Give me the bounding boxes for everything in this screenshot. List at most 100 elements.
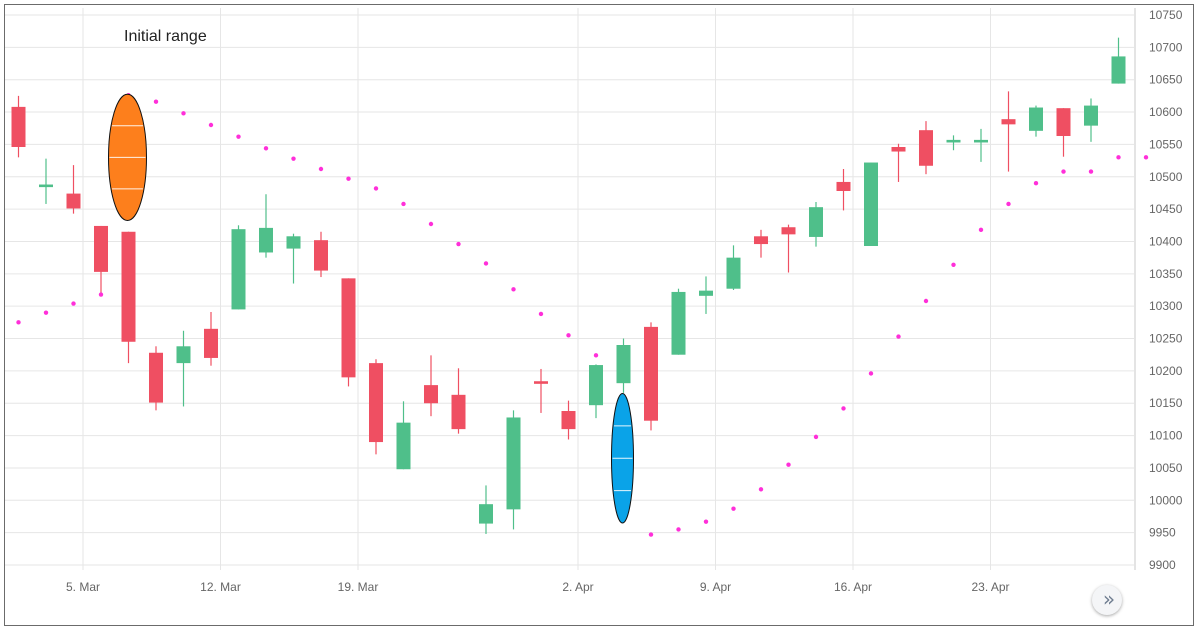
candle-body — [699, 290, 713, 296]
candle-body — [534, 381, 548, 384]
candle — [451, 368, 466, 434]
y-tick-label: 10050 — [1149, 461, 1183, 475]
sar-point — [731, 506, 736, 511]
candle — [11, 95, 26, 158]
candle — [204, 312, 218, 366]
candle-body — [809, 207, 823, 237]
sar-point — [1088, 169, 1094, 174]
candle — [1084, 98, 1098, 142]
sar-point — [318, 166, 324, 172]
x-tick-label: 9. Apr — [700, 580, 731, 594]
sar-point — [71, 301, 76, 306]
ellipse-marker — [611, 393, 634, 524]
y-tick-label: 10500 — [1149, 170, 1183, 184]
sar-point — [1061, 169, 1066, 174]
candle — [149, 346, 163, 411]
candle — [699, 276, 713, 314]
sar-point — [43, 310, 49, 315]
candle-body — [259, 227, 273, 253]
y-tick-label: 10650 — [1149, 73, 1183, 87]
candle-body — [726, 257, 741, 289]
sar-point — [648, 532, 654, 537]
x-tick-label: 23. Apr — [971, 580, 1009, 594]
candle-body — [66, 193, 81, 209]
sar-point — [593, 353, 599, 358]
x-tick-label: 19. Mar — [338, 580, 379, 594]
candle-body — [836, 181, 851, 191]
double-chevron-right-icon: » — [1102, 587, 1115, 611]
sar-point — [153, 99, 159, 104]
candle-body — [616, 345, 631, 384]
candle-body — [1084, 105, 1098, 126]
y-tick-label: 10250 — [1149, 332, 1183, 346]
sar-point — [373, 186, 379, 191]
candle-body — [864, 162, 878, 246]
y-tick-label: 10350 — [1149, 267, 1183, 281]
candle-body — [176, 346, 191, 364]
candle-body — [974, 139, 988, 143]
sar-point — [676, 527, 681, 532]
sar-point — [978, 227, 984, 233]
candles-layer — [11, 37, 1126, 534]
candle-body — [644, 326, 658, 421]
candle-body — [231, 229, 246, 310]
y-tick-label: 10200 — [1149, 364, 1183, 378]
candle-body — [946, 139, 961, 143]
candle — [974, 128, 988, 162]
candle — [341, 278, 356, 387]
candle — [836, 169, 851, 211]
candle-body — [286, 236, 301, 249]
candle — [1056, 108, 1071, 157]
sar-point — [566, 333, 571, 338]
candle — [754, 229, 768, 258]
candle — [561, 400, 576, 440]
candle-body — [451, 394, 466, 430]
y-tick-label: 10750 — [1149, 8, 1183, 22]
annotation-initial-range: Initial range — [124, 28, 207, 45]
candle-body — [561, 411, 576, 430]
y-tick-label: 10450 — [1149, 202, 1183, 216]
candle-body — [781, 227, 796, 235]
y-tick-label: 10400 — [1149, 234, 1183, 248]
candle-body — [11, 106, 26, 147]
candle — [66, 165, 81, 214]
candle-body — [314, 240, 328, 271]
sar-point — [868, 371, 874, 376]
candle-body — [1056, 108, 1071, 136]
candle — [919, 121, 933, 175]
y-tick-label: 10300 — [1149, 299, 1183, 313]
sar-point — [538, 311, 544, 317]
candle-body — [149, 352, 163, 403]
sar-point — [401, 201, 406, 207]
candle-body — [1001, 119, 1016, 125]
sar-point — [208, 122, 214, 128]
sar-point — [813, 434, 819, 440]
chart-frame — [4, 4, 1194, 626]
candle — [946, 135, 961, 151]
x-tick-label: 12. Mar — [200, 580, 241, 594]
sar-point — [456, 241, 461, 247]
candle — [534, 368, 548, 413]
candle-body — [754, 236, 768, 245]
y-tick-label: 9950 — [1149, 526, 1176, 540]
candle — [864, 162, 878, 246]
candle — [809, 202, 823, 247]
y-tick-label: 10600 — [1149, 105, 1183, 119]
y-tick-label: 10700 — [1149, 40, 1183, 54]
sar-point — [1033, 181, 1039, 186]
candle-body — [919, 130, 933, 166]
candle — [891, 143, 906, 182]
candle-body — [506, 417, 521, 510]
candle-body — [479, 504, 493, 524]
candle — [506, 410, 521, 530]
candle — [176, 330, 191, 407]
candle — [1111, 37, 1126, 84]
y-tick-label: 9900 — [1149, 558, 1176, 572]
candle — [121, 231, 136, 364]
sar-point — [841, 406, 846, 411]
sar-point — [428, 221, 434, 227]
y-tick-label: 10550 — [1149, 137, 1183, 151]
candle-body — [1029, 107, 1043, 131]
navigator-next-button[interactable]: » — [1092, 585, 1122, 615]
